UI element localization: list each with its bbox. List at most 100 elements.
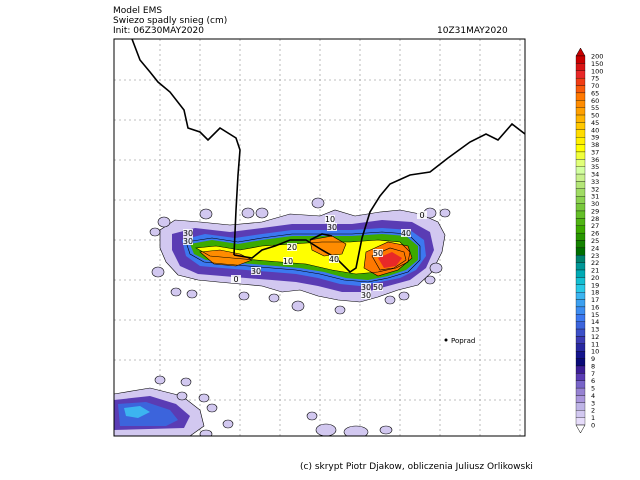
contour-label: 50 xyxy=(373,283,383,292)
contour-label-bg xyxy=(251,267,261,275)
colorbar-tick-label: 21 xyxy=(591,267,599,275)
variable-title: Swiezo spadly snieg (cm) xyxy=(113,16,228,26)
contour-label-bg xyxy=(231,275,241,283)
colorbar-swatch xyxy=(575,269,586,278)
colorbar-tick-label: 8 xyxy=(591,362,595,370)
colorbar-swatch xyxy=(575,159,586,167)
colorbar-tick-label: 100 xyxy=(591,67,603,75)
colorbar-tick-label: 11 xyxy=(591,340,599,348)
colorbar-tick-label: 12 xyxy=(591,333,599,341)
colorbar-swatch xyxy=(575,188,586,197)
colorbar-swatch xyxy=(575,387,586,396)
contour-label: 10 xyxy=(283,257,293,266)
contour-label: 30 xyxy=(183,237,193,246)
colorbar-swatch xyxy=(575,129,586,138)
contour-label-bg xyxy=(373,249,383,257)
colorbar-tick-label: 39 xyxy=(591,134,599,142)
colorbar-swatch xyxy=(575,166,586,175)
colorbar-swatch xyxy=(575,151,586,160)
colorbar-tick-label: 19 xyxy=(591,281,599,289)
colorbar-tick-label: 17 xyxy=(591,296,599,304)
contour-label: 20 xyxy=(287,243,297,252)
colorbar-tick-label: 37 xyxy=(591,148,599,156)
colorbar-swatch xyxy=(575,373,586,381)
colorbar-swatch xyxy=(575,122,586,130)
colorbar-swatch xyxy=(575,277,586,285)
colorbar-swatch xyxy=(575,292,586,300)
colorbar-tick-label: 28 xyxy=(591,215,599,223)
southwest-snow-area xyxy=(114,387,205,436)
contour-label: 40 xyxy=(329,255,339,264)
colorbar-tick-label: 65 xyxy=(591,89,599,97)
contour-label-bg xyxy=(361,291,371,299)
band-fill-level55-east xyxy=(378,252,402,268)
contour-label-bg xyxy=(283,257,293,265)
colorbar-tick-label: 60 xyxy=(591,97,599,105)
colorbar-swatch xyxy=(575,63,586,71)
colorbar-tick-label: 24 xyxy=(591,244,599,252)
colorbar-swatch xyxy=(575,284,586,293)
contour-label: 30 xyxy=(183,229,193,238)
colorbar-tick-label: 20 xyxy=(591,274,599,282)
colorbar-tick-label: 30 xyxy=(591,200,599,208)
init-time: Init: 06Z30MAY2020 xyxy=(113,26,204,36)
contour-label-bg xyxy=(373,283,383,291)
colorbar-tick-label: 18 xyxy=(591,289,599,297)
colorbar-tick-label: 9 xyxy=(591,355,595,363)
colorbar-swatch xyxy=(575,77,586,86)
colorbar-swatch xyxy=(575,173,586,182)
contour-label-bg xyxy=(325,215,335,223)
colorbar-tick-label: 25 xyxy=(591,237,599,245)
colorbar-tick-label: 38 xyxy=(591,141,599,149)
colorbar-swatch xyxy=(575,240,586,249)
colorbar-swatch xyxy=(575,225,586,234)
colorbar-tick-label: 10 xyxy=(591,348,599,356)
contour-label: 30 xyxy=(251,267,261,276)
scattered-light-snow xyxy=(149,197,451,436)
colorbar-min-arrow xyxy=(575,424,586,434)
colorbar-tick-label: 31 xyxy=(591,193,599,201)
colorbar-tick-label: 55 xyxy=(591,104,599,112)
colorbar-tick-label: 50 xyxy=(591,112,599,120)
colorbar-tick-label: 36 xyxy=(591,156,599,164)
colorbar-swatch xyxy=(575,55,586,64)
colorbar-tick-label: 14 xyxy=(591,318,599,326)
colorbar-swatch xyxy=(575,255,586,263)
colorbar-swatch xyxy=(575,181,586,189)
colorbar-tick-label: 23 xyxy=(591,252,599,260)
contour-label-bg xyxy=(287,243,297,251)
colorbar-tick-label: 6 xyxy=(591,377,595,385)
colorbar-swatch xyxy=(575,306,586,315)
colorbar-tick-label: 75 xyxy=(591,75,599,83)
contour-label-bg xyxy=(183,237,193,245)
colorbar-swatch xyxy=(575,365,586,374)
colorbar-swatch xyxy=(575,232,586,241)
colorbar-swatch xyxy=(575,328,586,337)
colorbar-tick-label: 4 xyxy=(591,392,595,400)
colorbar-tick-label: 32 xyxy=(591,185,599,193)
colorbar-swatch xyxy=(575,299,586,308)
band-fill-level40-center xyxy=(310,236,346,256)
colorbar-tick-label: 40 xyxy=(591,126,599,134)
colorbar-tick-label: 16 xyxy=(591,303,599,311)
colorbar-swatch xyxy=(575,395,586,404)
colorbar-swatch xyxy=(575,196,586,204)
colorbar-tick-label: 150 xyxy=(591,60,603,68)
contour-label: 50 xyxy=(373,249,383,258)
contour-label-bg xyxy=(361,283,371,291)
colorbar-tick-label: 29 xyxy=(591,207,599,215)
colorbar-swatch xyxy=(575,410,586,418)
contour-label: 30 xyxy=(361,291,371,300)
colorbar-tick-label: 34 xyxy=(591,171,599,179)
contour-label-bg xyxy=(327,223,337,231)
colorbar-tick-label: 26 xyxy=(591,230,599,238)
contour-label-bg xyxy=(183,229,193,237)
colorbar-tick-label: 15 xyxy=(591,311,599,319)
contour-label: 30 xyxy=(361,283,371,292)
colorbar: 2001501007570656055504540393837363534333… xyxy=(575,47,603,434)
colorbar-tick-label: 35 xyxy=(591,163,599,171)
colorbar-tick-label: 2 xyxy=(591,407,595,415)
colorbar-swatch xyxy=(575,144,586,153)
colorbar-tick-label: 70 xyxy=(591,82,599,90)
